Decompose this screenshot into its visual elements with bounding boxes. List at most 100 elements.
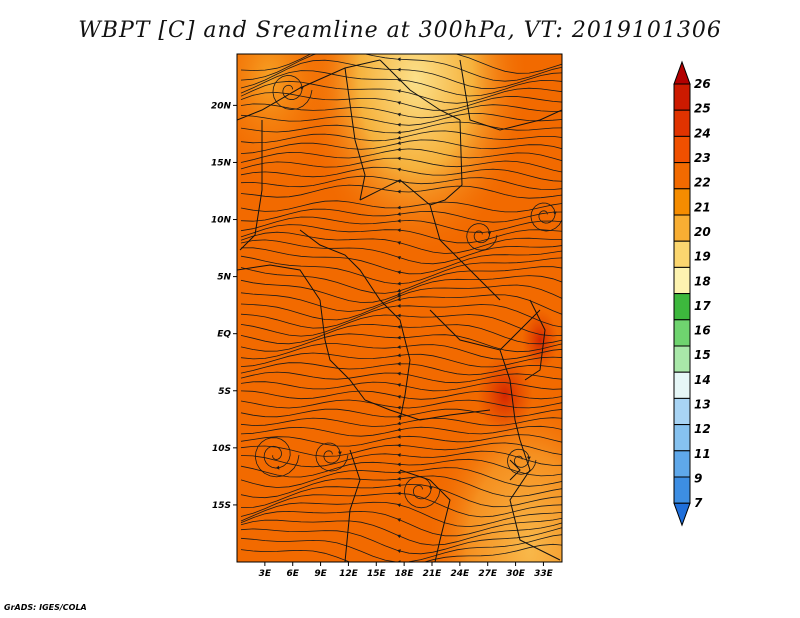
colorbar-label: 12 bbox=[694, 422, 711, 436]
streamline-arrow bbox=[397, 518, 401, 522]
lon-tick-label: 12E bbox=[339, 569, 359, 579]
streamline bbox=[240, 130, 562, 144]
colorbar-label: 7 bbox=[694, 496, 703, 510]
colorbar-swatch bbox=[673, 83, 691, 111]
streamline bbox=[240, 434, 562, 447]
streamline-arrow bbox=[397, 353, 401, 358]
streamline-arrow bbox=[397, 141, 401, 145]
lon-tick-label: 21E bbox=[423, 569, 443, 579]
lat-tick-label: 10N bbox=[211, 216, 232, 226]
colorbar: 26 25 24 23 22 21 20 19 18 17 16 15 14 13 12 11 9 7 bbox=[673, 60, 711, 527]
streamline-arrow bbox=[397, 57, 401, 62]
colorbar-label: 14 bbox=[694, 373, 711, 387]
streamline-arrow bbox=[397, 549, 401, 553]
streamline-arrow bbox=[397, 335, 401, 340]
colorbar-swatch bbox=[673, 293, 691, 321]
streamline-arrow bbox=[397, 427, 401, 432]
streamline-arrow bbox=[397, 534, 401, 539]
streamline-arrow bbox=[397, 136, 401, 140]
streamline bbox=[240, 450, 562, 468]
streamline-arrow bbox=[397, 443, 401, 448]
streamline-arrow bbox=[527, 456, 531, 461]
streamline-arrow bbox=[397, 218, 401, 223]
streamline-arrow bbox=[397, 228, 401, 233]
streamline bbox=[240, 216, 562, 234]
streamline bbox=[240, 510, 562, 537]
streamline bbox=[240, 314, 562, 337]
lon-tick-label: 33E bbox=[534, 569, 554, 579]
colorbar-swatch bbox=[673, 162, 691, 190]
streamline-arrow bbox=[397, 67, 401, 72]
colorbar-label: 21 bbox=[694, 200, 711, 214]
streamline bbox=[240, 208, 562, 223]
streamline-arrow bbox=[397, 313, 401, 318]
streamline bbox=[240, 390, 562, 400]
streamline bbox=[240, 381, 562, 392]
lon-tick-label: 3E bbox=[259, 569, 272, 579]
streamline bbox=[240, 408, 562, 418]
colorbar-label: 26 bbox=[694, 77, 711, 91]
streamline bbox=[240, 92, 562, 111]
streamline bbox=[240, 371, 562, 384]
streamline-arrow bbox=[397, 281, 401, 286]
streamline bbox=[240, 54, 562, 74]
streamline bbox=[254, 437, 300, 478]
lon-tick-label: 18E bbox=[395, 569, 415, 579]
colorbar-label: 23 bbox=[694, 151, 711, 165]
colorbar-swatch bbox=[673, 345, 691, 373]
colorbar-swatch bbox=[673, 188, 691, 216]
streamline-arrow bbox=[397, 491, 401, 496]
streamline-arrow bbox=[397, 434, 401, 439]
streamline-arrow bbox=[397, 324, 401, 329]
streamline bbox=[240, 231, 562, 254]
streamline bbox=[240, 112, 562, 126]
streamline-arrow bbox=[397, 405, 401, 410]
streamline-arrow bbox=[397, 89, 401, 93]
streamline bbox=[240, 239, 562, 265]
streamline-arrow bbox=[397, 421, 401, 426]
lat-tick-label: 20N bbox=[211, 101, 232, 111]
colorbar-label: 11 bbox=[694, 447, 711, 461]
streamline bbox=[240, 475, 562, 499]
streamline bbox=[240, 425, 562, 437]
map-field bbox=[237, 54, 562, 562]
streamline bbox=[240, 304, 562, 329]
streamline-arrow bbox=[397, 304, 401, 308]
streamline bbox=[240, 59, 562, 90]
lat-tick-label: EQ bbox=[217, 330, 231, 340]
colorbar-bottom-arrow bbox=[673, 502, 691, 527]
colorbar-label: 24 bbox=[694, 126, 711, 140]
streamline bbox=[240, 166, 562, 182]
streamline bbox=[240, 442, 562, 457]
lat-tick-label: 15N bbox=[211, 158, 232, 168]
colorbar-label: 20 bbox=[694, 225, 711, 239]
streamline bbox=[240, 157, 562, 173]
country-borders bbox=[237, 59, 562, 562]
streamline bbox=[240, 399, 562, 409]
colorbar-swatch bbox=[673, 450, 691, 478]
streamline bbox=[240, 519, 562, 546]
streamline bbox=[240, 352, 562, 368]
streamline-arrow bbox=[397, 78, 401, 82]
map-title: WBPT [C] and Sreamline at 300hPa, VT: 20… bbox=[78, 18, 722, 43]
colorbar-label: 22 bbox=[694, 176, 711, 190]
streamline-arrow bbox=[487, 231, 492, 236]
streamline bbox=[240, 184, 562, 199]
streamline bbox=[240, 148, 562, 163]
colorbar-swatch bbox=[673, 424, 691, 452]
streamline-arrow bbox=[397, 414, 401, 419]
streamline-arrow bbox=[397, 476, 401, 481]
colorbar-label: 9 bbox=[694, 472, 702, 486]
streamline bbox=[240, 200, 562, 213]
lon-tick-label: 30E bbox=[506, 569, 526, 579]
streamline-arrow bbox=[553, 211, 557, 216]
streamline-arrow bbox=[397, 503, 401, 508]
streamline-arrow bbox=[397, 101, 401, 105]
streamline-arrow bbox=[429, 486, 433, 491]
lon-tick-label: 27E bbox=[478, 569, 498, 579]
streamline bbox=[240, 80, 562, 104]
streamline bbox=[240, 527, 562, 555]
streamline bbox=[240, 247, 562, 275]
lat-tick-label: 5N bbox=[217, 273, 231, 283]
